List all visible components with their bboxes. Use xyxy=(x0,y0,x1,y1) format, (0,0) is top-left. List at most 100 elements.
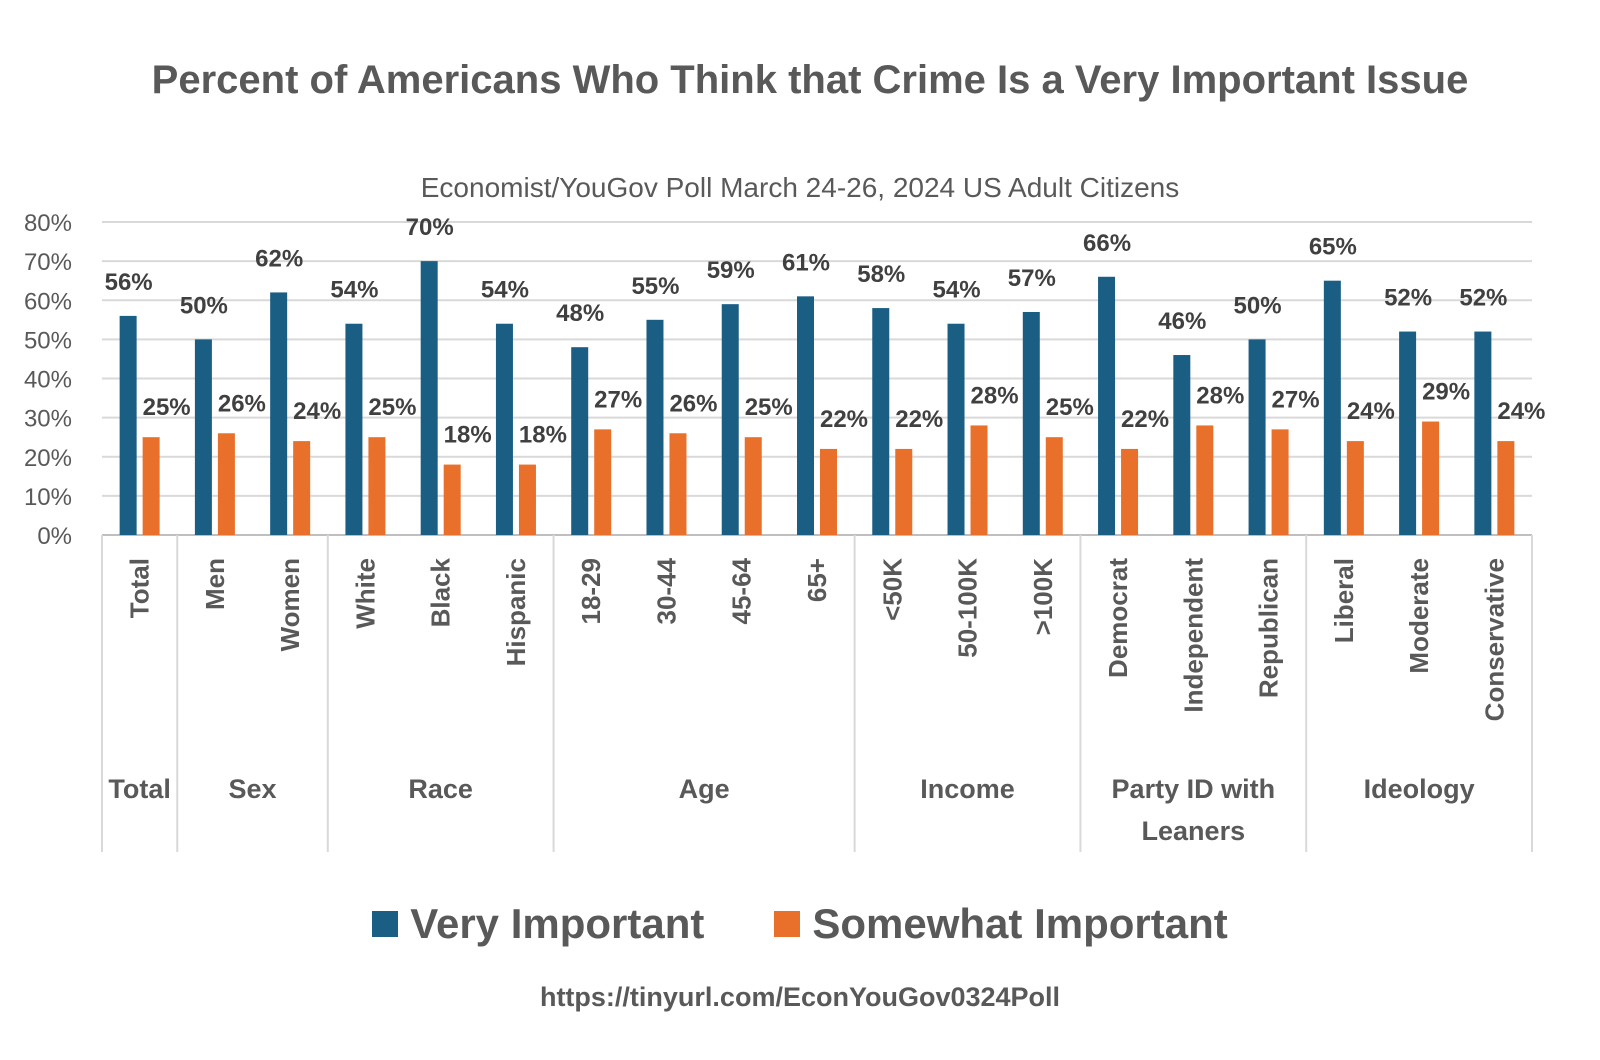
y-tick-label: 20% xyxy=(24,445,72,472)
bar-very-important xyxy=(1323,280,1341,535)
group-label: Party ID with Leaners xyxy=(1112,774,1276,846)
category-label: Liberal xyxy=(1329,558,1359,643)
category-label: Moderate xyxy=(1404,558,1434,674)
bar-somewhat-important xyxy=(293,441,311,535)
bar-very-important xyxy=(194,339,212,535)
legend-swatch-very-important xyxy=(372,911,399,937)
category-label: Hispanic xyxy=(501,558,531,666)
data-label: 24% xyxy=(1347,398,1395,425)
data-label: 48% xyxy=(556,300,604,327)
chart-subtitle: Economist/YouGov Poll March 24-26, 2024 … xyxy=(420,172,1180,203)
bar-somewhat-important xyxy=(669,433,687,535)
bar-somewhat-important xyxy=(443,464,461,535)
data-label: 59% xyxy=(707,257,755,284)
bar-very-important xyxy=(1399,331,1417,535)
data-label: 57% xyxy=(1008,265,1056,292)
bar-very-important xyxy=(571,347,589,535)
bar-somewhat-important xyxy=(1121,448,1139,535)
data-label: 55% xyxy=(631,273,679,300)
bar-very-important xyxy=(721,304,739,535)
bar-very-important xyxy=(646,319,664,535)
data-label: 70% xyxy=(406,214,454,241)
bar-somewhat-important xyxy=(1045,437,1063,535)
category-label: Black xyxy=(426,557,456,627)
bar-somewhat-important xyxy=(1196,425,1214,535)
data-label: 24% xyxy=(1497,398,1545,425)
data-label: 52% xyxy=(1459,285,1507,312)
legend-item-very-important: Very Important xyxy=(372,900,704,948)
category-label: White xyxy=(350,558,380,629)
category-label: 30-44 xyxy=(651,557,681,624)
data-label: 26% xyxy=(669,390,717,417)
group-label: Age xyxy=(679,774,730,804)
y-tick-label: 70% xyxy=(24,249,72,276)
data-label: 18% xyxy=(519,422,567,449)
bar-somewhat-important xyxy=(518,464,536,535)
data-label: 61% xyxy=(782,249,830,276)
bar-somewhat-important xyxy=(970,425,988,535)
bar-somewhat-important xyxy=(1422,421,1440,535)
bar-very-important xyxy=(1098,276,1116,535)
bar-somewhat-important xyxy=(820,448,837,535)
data-label: 62% xyxy=(255,245,303,272)
legend-item-somewhat-important: Somewhat Important xyxy=(774,900,1228,948)
bar-somewhat-important xyxy=(744,437,762,535)
data-label: 22% xyxy=(895,406,943,433)
category-label: 45-64 xyxy=(727,557,757,624)
data-label: 22% xyxy=(1121,406,1169,433)
bar-somewhat-important xyxy=(1271,429,1289,535)
y-tick-label: 10% xyxy=(24,484,72,511)
category-label: 65+ xyxy=(802,558,832,602)
data-label: 54% xyxy=(933,277,981,304)
data-label: 22% xyxy=(820,406,868,433)
legend-label-very-important: Very Important xyxy=(410,900,705,947)
group-label: Income xyxy=(920,774,1015,804)
category-label: Conservative xyxy=(1479,558,1509,721)
bar-very-important xyxy=(420,261,438,535)
data-label: 28% xyxy=(1196,382,1244,409)
bar-somewhat-important xyxy=(895,448,913,535)
bar-very-important xyxy=(1248,339,1266,535)
source-url: https://tinyurl.com/EconYouGov0324Poll xyxy=(539,982,1061,1012)
bar-very-important xyxy=(119,315,137,535)
data-label: 58% xyxy=(857,261,905,288)
category-label: Men xyxy=(200,558,230,610)
data-label: 27% xyxy=(1272,386,1320,413)
data-label: 25% xyxy=(745,394,793,421)
group-label: Ideology xyxy=(1364,774,1475,804)
legend-swatch-somewhat-important xyxy=(774,911,801,937)
chart-title: Percent of Americans Who Think that Crim… xyxy=(151,58,1469,102)
category-label: <50K xyxy=(877,558,907,621)
y-tick-label: 80% xyxy=(24,210,72,237)
bar-somewhat-important xyxy=(368,437,386,535)
legend: Very Important Somewhat Important xyxy=(0,900,1600,948)
data-label: 25% xyxy=(368,394,416,421)
y-tick-label: 50% xyxy=(24,327,72,354)
y-tick-label: 0% xyxy=(37,523,72,550)
category-label: Democrat xyxy=(1103,558,1133,678)
bar-very-important xyxy=(345,323,363,535)
data-label: 54% xyxy=(481,277,529,304)
category-label: Independent xyxy=(1178,558,1208,713)
category-label: 50-100K xyxy=(953,558,983,658)
bar-very-important xyxy=(1022,311,1040,535)
data-label: 24% xyxy=(293,398,341,425)
data-label: 65% xyxy=(1309,234,1357,261)
bar-very-important xyxy=(872,308,890,535)
bar-somewhat-important xyxy=(594,429,612,535)
bar-very-important xyxy=(947,323,965,535)
bar-very-important xyxy=(797,296,814,535)
data-label: 18% xyxy=(444,422,492,449)
group-label: Sex xyxy=(229,774,277,804)
data-label: 54% xyxy=(330,277,378,304)
data-label: 66% xyxy=(1083,230,1131,257)
legend-label-somewhat-important: Somewhat Important xyxy=(812,900,1228,947)
bar-chart: 0% 10% 20% 30% 40% 50% 60% 70% 80% 56% 50% 62% 54% 70… xyxy=(24,210,1545,852)
category-label: >100K xyxy=(1028,558,1058,636)
bar-somewhat-important xyxy=(1497,441,1515,535)
bar-very-important xyxy=(270,292,288,535)
category-label: Women xyxy=(275,558,305,651)
group-label: Total xyxy=(108,774,171,804)
data-label: 56% xyxy=(105,269,153,296)
category-label: 18-29 xyxy=(576,558,606,625)
